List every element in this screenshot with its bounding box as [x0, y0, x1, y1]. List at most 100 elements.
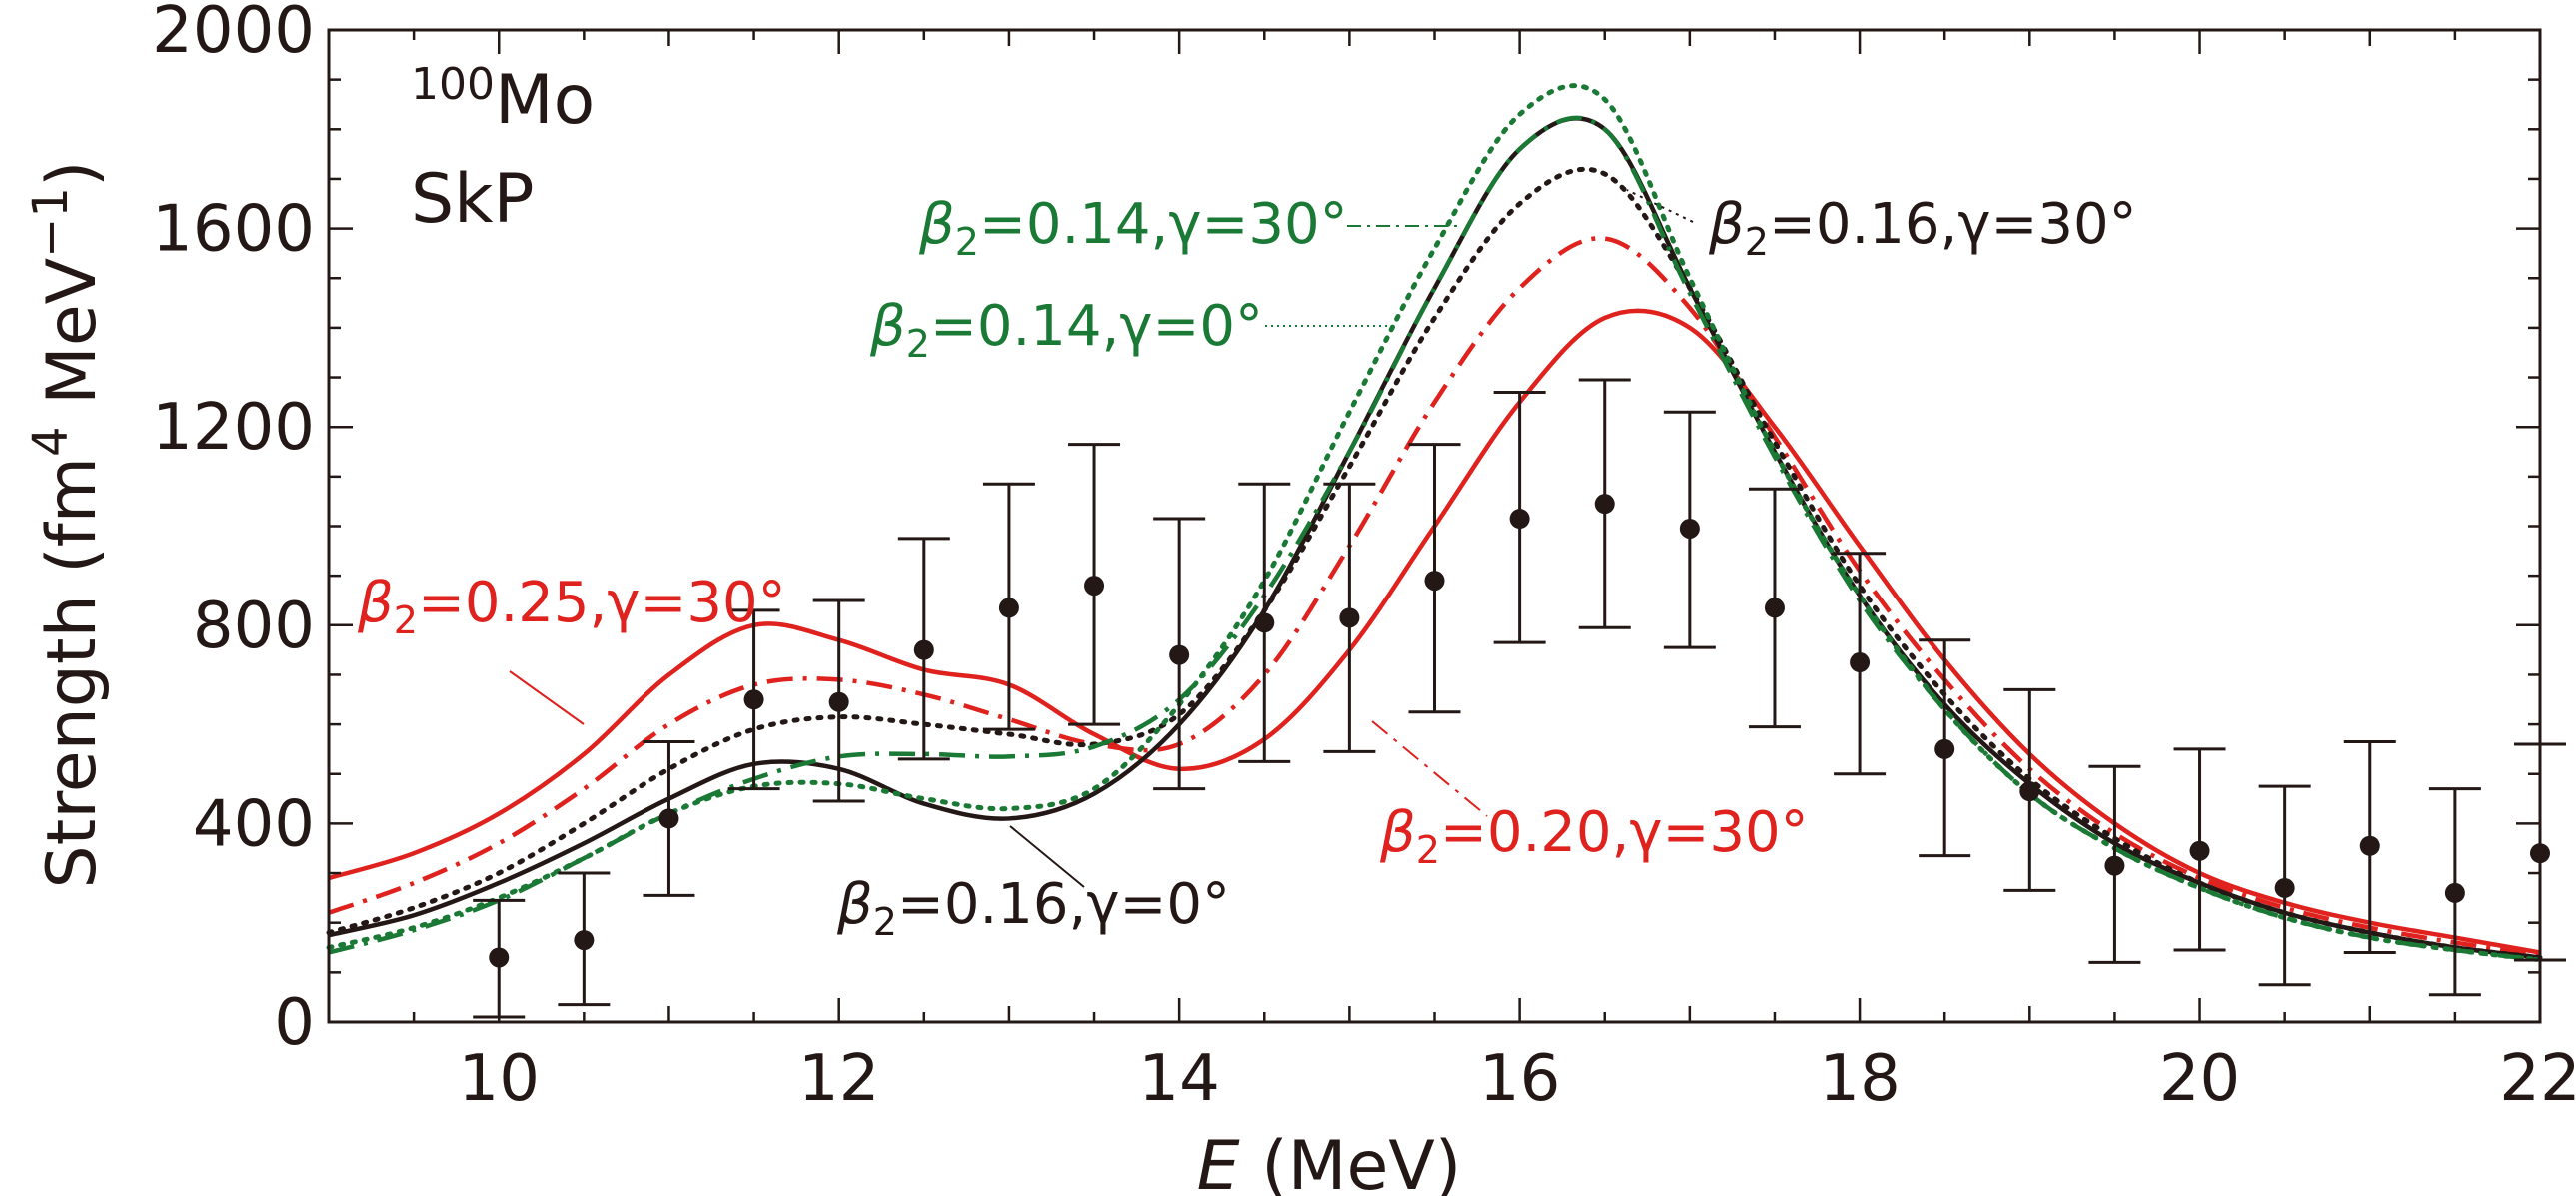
- leader-line-3: [1009, 825, 1085, 888]
- data-point-group: [558, 871, 611, 1007]
- data-point: [1424, 571, 1445, 592]
- data-point: [1594, 494, 1615, 515]
- leader-line-1: [1371, 720, 1488, 817]
- data-point: [1339, 607, 1360, 628]
- data-point: [1679, 518, 1700, 539]
- series-label-3: β2=0.16,γ=0°: [836, 872, 1230, 944]
- series-label-4: β2=0.14,γ=0°: [869, 294, 1263, 366]
- data-point-group: [812, 598, 865, 803]
- label-text: =0.16,γ=30°: [1769, 192, 2137, 257]
- data-point-group: [1493, 390, 1546, 644]
- label-text: =0.14,γ=0°: [930, 294, 1263, 359]
- y-tick-label: 0: [274, 986, 315, 1060]
- data-point: [1084, 576, 1105, 597]
- data-point: [1850, 652, 1871, 673]
- data-point: [828, 691, 849, 712]
- beta-subscript: 2: [906, 322, 930, 366]
- series-line-1: [328, 236, 2541, 958]
- data-point-group: [1323, 482, 1376, 753]
- data-point: [1934, 738, 1955, 759]
- data-point: [2189, 840, 2210, 861]
- x-axis-label: E (MeV): [1197, 1127, 1462, 1196]
- beta-subscript: 2: [394, 598, 418, 642]
- series-line-2: [326, 166, 2543, 960]
- data-point: [2359, 835, 2380, 856]
- nucleus-label: 100Mo: [411, 59, 595, 140]
- beta-subscript: 2: [1745, 220, 1769, 264]
- beta-subscript: 2: [955, 220, 979, 264]
- data-point: [2274, 877, 2295, 898]
- series-label-0: β2=0.25,γ=30°: [357, 571, 786, 642]
- data-point-group: [982, 482, 1035, 731]
- data-point: [2104, 855, 2125, 876]
- x-tick-label: 12: [798, 1042, 879, 1116]
- series-label-2: β2=0.16,γ=30°: [1708, 192, 2137, 264]
- x-tick-label: 18: [1819, 1042, 1900, 1116]
- data-point-group: [2173, 747, 2226, 952]
- beta-subscript: 2: [1416, 828, 1440, 872]
- interaction-label: SkP: [411, 160, 535, 239]
- data-point-group: [1663, 410, 1716, 649]
- x-tick-label: 22: [2499, 1042, 2576, 1116]
- beta-symbol: β: [836, 872, 873, 937]
- beta-symbol: β: [1379, 800, 1416, 865]
- data-point: [743, 689, 764, 710]
- label-text: =0.16,γ=0°: [897, 872, 1230, 937]
- data-point: [913, 639, 934, 660]
- data-point: [2019, 781, 2040, 802]
- data-point: [1169, 644, 1190, 665]
- data-point: [2444, 882, 2465, 903]
- data-point-group: [897, 537, 950, 761]
- y-tick-label: 1200: [152, 391, 315, 465]
- label-text: =0.20,γ=30°: [1440, 800, 1809, 865]
- x-tick-label: 20: [2159, 1042, 2240, 1116]
- data-point: [1764, 598, 1785, 618]
- x-tick-label: 14: [1138, 1042, 1219, 1116]
- data-point-group: [473, 898, 526, 1019]
- data-point-group: [1068, 443, 1121, 726]
- label-text: =0.14,γ=30°: [979, 192, 1348, 257]
- y-tick-label: 800: [193, 590, 315, 663]
- mass-number: 100: [411, 59, 495, 110]
- data-point-group: [2088, 764, 2141, 964]
- y-tick-label: 2000: [152, 0, 315, 68]
- data-point: [658, 808, 679, 829]
- x-tick-label: 10: [459, 1042, 540, 1116]
- data-point: [1509, 509, 1530, 530]
- data-point-group: [1919, 638, 1971, 858]
- data-point-group: [2258, 784, 2311, 987]
- data-point: [1254, 612, 1275, 633]
- beta-symbol: β: [918, 192, 955, 257]
- beta-subscript: 2: [873, 900, 897, 944]
- data-point-group: [1578, 378, 1631, 629]
- data-point-group: [1408, 443, 1461, 714]
- data-point-group: [1153, 517, 1206, 791]
- label-text: =0.25,γ=30°: [418, 571, 786, 635]
- series-line-5: [328, 115, 2541, 963]
- series-line-3: [328, 116, 2541, 960]
- data-point-group: [727, 608, 780, 791]
- data-point-group: [1748, 487, 1801, 729]
- y-axis-label: Strength (fm4 MeV−1): [23, 161, 112, 889]
- y-tick-label: 1600: [152, 193, 315, 267]
- data-point-group: [2003, 687, 2056, 892]
- data-point-group: [1834, 552, 1887, 776]
- data-point: [574, 930, 595, 951]
- data-point-group: [643, 739, 695, 897]
- leader-line-0: [509, 670, 585, 725]
- beta-symbol: β: [869, 294, 906, 359]
- series-label-1: β2=0.20,γ=30°: [1379, 800, 1809, 872]
- data-point: [998, 598, 1019, 618]
- beta-symbol: β: [357, 571, 394, 635]
- data-point-group: [2343, 739, 2396, 954]
- y-tick-label: 400: [193, 787, 315, 861]
- data-point-group: [2428, 787, 2481, 997]
- data-point: [489, 947, 510, 968]
- beta-symbol: β: [1708, 192, 1745, 257]
- series-label-5: β2=0.14,γ=30°: [918, 192, 1348, 264]
- x-tick-label: 16: [1479, 1042, 1560, 1116]
- element-symbol: Mo: [495, 61, 595, 140]
- series-line-0: [328, 308, 2541, 955]
- data-point-group: [1238, 482, 1291, 763]
